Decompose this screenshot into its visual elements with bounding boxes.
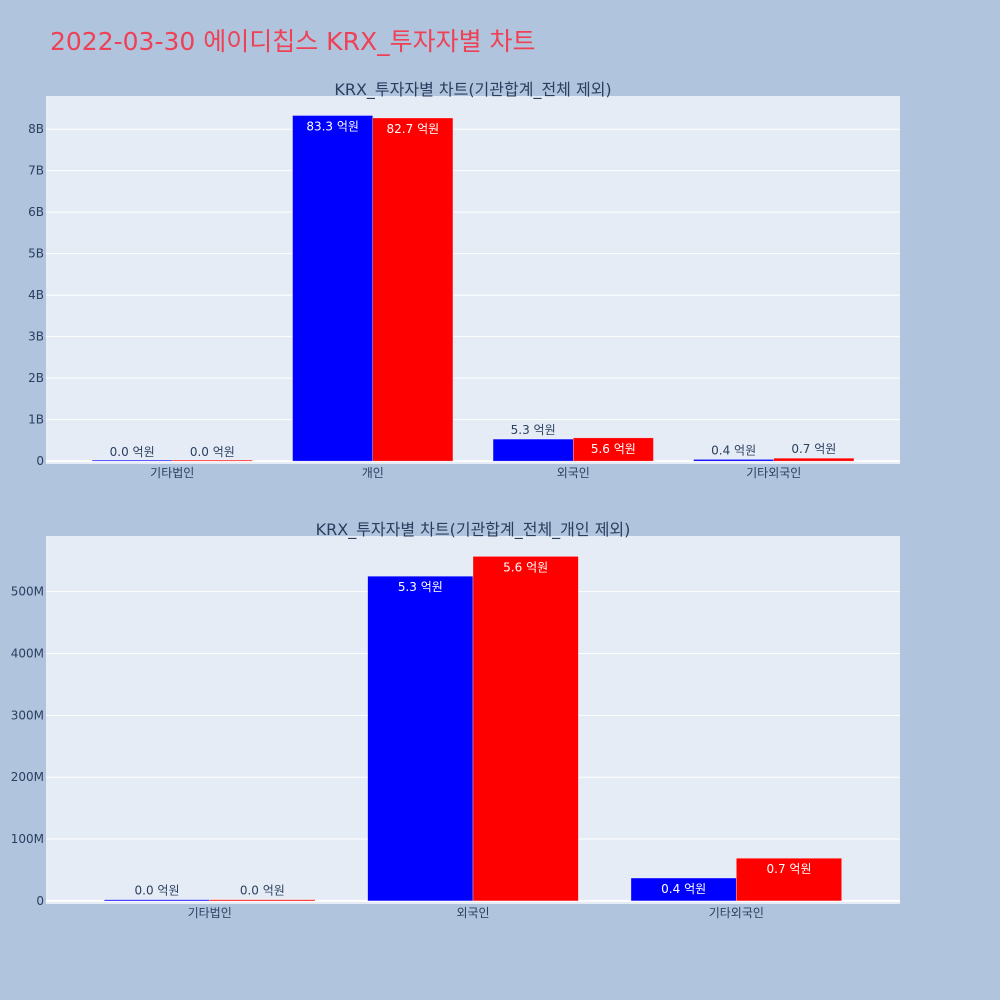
chart-panel-2: 0 100M 200M 300M 400M 500M KRX_투자자별 차트(기관합계_전체…	[11, 520, 900, 920]
data-label: 5.3 억원	[398, 580, 443, 594]
bar	[573, 437, 654, 462]
bar	[104, 899, 210, 902]
data-label: 5.6 억원	[503, 560, 548, 574]
y-tick-label: 500M	[11, 585, 44, 599]
y-tick-label: 2B	[28, 371, 44, 385]
y-tick-label: 6B	[28, 205, 44, 219]
bar	[172, 459, 253, 462]
data-label: 5.6 억원	[591, 442, 636, 456]
data-label: 0.7 억원	[767, 862, 812, 876]
chart-title: KRX_투자자별 차트(기관합계_전체 제외)	[334, 80, 611, 100]
data-label: 82.7 억원	[387, 122, 440, 136]
data-label: 0.4 억원	[661, 882, 706, 896]
data-label: 0.0 억원	[190, 445, 235, 459]
chart-title: KRX_투자자별 차트(기관합계_전체_개인 제외)	[316, 520, 631, 540]
x-tick-label: 외국인	[557, 466, 590, 480]
bar	[91, 459, 173, 462]
bar	[292, 115, 373, 462]
y-tick-label: 5B	[28, 247, 44, 261]
y-tick-label: 400M	[11, 647, 44, 661]
bar	[773, 457, 855, 462]
y-tick-label: 0	[36, 894, 44, 908]
x-tick-label: 기타외국인	[709, 906, 764, 920]
data-label: 83.3 억원	[306, 119, 359, 133]
data-label: 0.7 억원	[791, 442, 836, 456]
data-label: 0.4 억원	[711, 443, 756, 457]
x-tick-label: 기타법인	[188, 906, 232, 920]
bar	[736, 857, 842, 902]
y-tick-label: 0	[36, 454, 44, 468]
bar	[372, 117, 454, 462]
data-label: 0.0 억원	[240, 884, 285, 898]
data-label: 0.0 억원	[135, 884, 180, 898]
y-tick-label: 7B	[28, 164, 44, 178]
x-tick-label: 기타외국인	[746, 466, 801, 480]
x-tick-label: 외국인	[456, 906, 489, 920]
y-tick-label: 100M	[11, 832, 44, 846]
data-label: 5.3 억원	[511, 423, 556, 437]
y-tick-label: 200M	[11, 770, 44, 784]
y-tick-label: 300M	[11, 708, 44, 722]
x-tick-label: 개인	[362, 466, 384, 480]
bar	[472, 556, 579, 902]
bar	[367, 575, 474, 902]
y-tick-label: 3B	[28, 330, 44, 344]
bar	[492, 438, 574, 462]
page-title: 2022-03-30 에이디칩스 KRX_투자자별 차트	[50, 27, 536, 56]
y-tick-label: 1B	[28, 413, 44, 427]
y-tick-label: 8B	[28, 122, 44, 136]
bar	[209, 899, 316, 902]
plot-area	[46, 96, 900, 464]
y-tick-label: 4B	[28, 288, 44, 302]
data-label: 0.0 억원	[110, 445, 155, 459]
chart-panel-1: 0 1B 2B 3B 4B 5B 6B 7B 8B KRX_투자자별 차트(기관합계_전체 제외)…	[28, 80, 900, 480]
x-tick-label: 기타법인	[150, 466, 194, 480]
bar	[693, 459, 774, 462]
